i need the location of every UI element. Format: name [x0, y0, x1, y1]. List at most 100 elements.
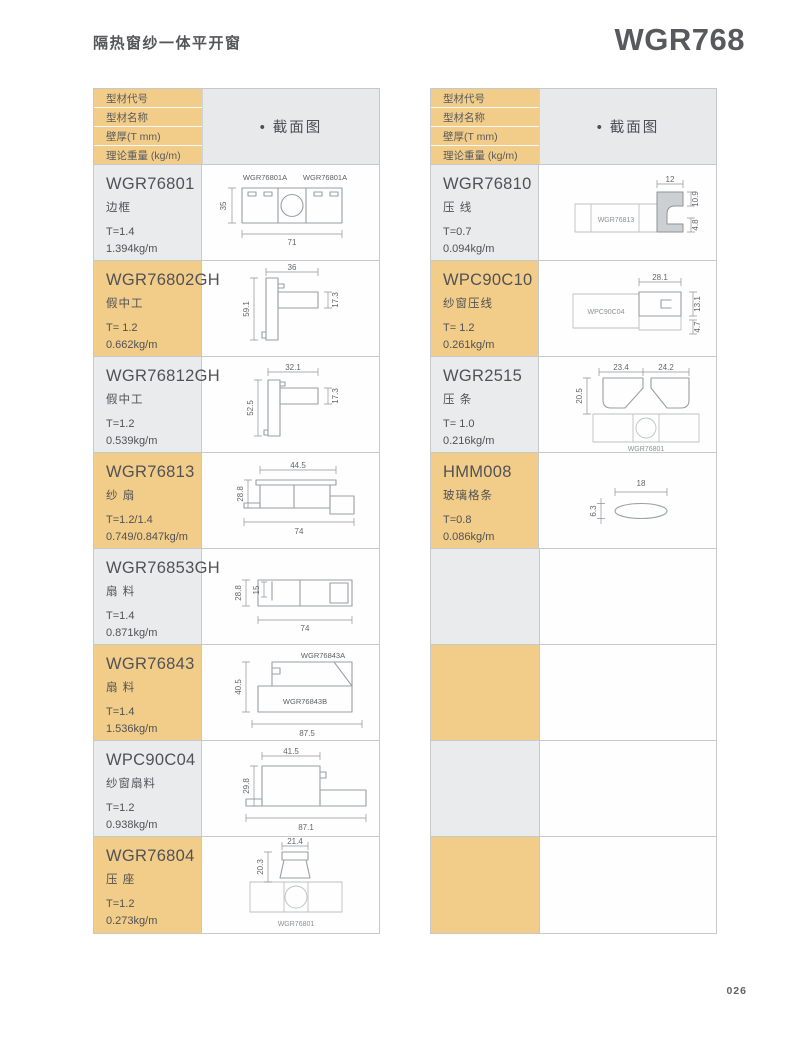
section-diagram-cell: 28.8 15 74	[202, 549, 379, 644]
profile-info-cell: WGR76801 边框 T=1.4 1.394kg/m	[94, 165, 202, 260]
table-row: HMM008 玻璃格条 T=0.8 0.086kg/m 18 6.3	[431, 453, 716, 549]
profile-outline	[243, 478, 355, 515]
header-code: 型材代号	[94, 89, 202, 108]
dimension-lines	[242, 661, 363, 728]
section-diagram: WGR76801A WGR76801A 35 71	[219, 173, 347, 247]
profile-name: 玻璃格条	[443, 490, 493, 502]
section-diagram: WGR76843A WGR76843B 40.5 87.5	[234, 651, 363, 738]
profile-thickness: T= 1.2	[106, 322, 138, 334]
dimension-label: 87.5	[299, 729, 315, 738]
profile-weight: 0.086kg/m	[443, 531, 495, 543]
profile-outline	[638, 290, 682, 317]
profile-info-cell-empty	[431, 837, 540, 933]
section-diagram: WGR76813 12 10.9 4.8	[574, 175, 700, 232]
profile-info-cell: WGR2515 压 条 T= 1.0 0.216kg/m	[431, 357, 539, 452]
diagram-label: WGR76843A	[301, 651, 345, 660]
section-diagram-cell-empty	[540, 741, 716, 836]
profile-weight: 0.273kg/m	[106, 915, 158, 927]
header-section-view: • 截面图	[540, 89, 716, 164]
dimension-label: 23.4	[613, 363, 629, 372]
ghost-outline	[249, 881, 343, 913]
page-title: 隔热窗纱一体平开窗	[93, 35, 242, 52]
dimension-label: 28.8	[234, 584, 243, 600]
profile-code: WGR76802GH	[106, 271, 220, 289]
dimension-label: 41.5	[283, 747, 299, 756]
profile-thickness: T= 1.2	[443, 322, 475, 334]
section-diagram-cell: WGR76843A WGR76843B 40.5 87.5	[202, 645, 379, 740]
ghost-label: WPC90C04	[588, 309, 625, 316]
section-diagram-cell: WGR76801 23.4 24.2 20.5	[539, 357, 716, 453]
series-model-code: WGR768	[614, 22, 745, 57]
header-label-column: 型材代号 型材名称 壁厚(T mm) 理论重量 (kg/m)	[431, 89, 540, 164]
header-thickness: 壁厚(T mm)	[431, 127, 539, 146]
profile-name: 假中工	[106, 394, 144, 406]
section-diagram-cell: WGR76813 12 10.9 4.8	[539, 165, 716, 260]
section-diagram-cell: 18 6.3	[539, 453, 716, 548]
profile-outline	[279, 851, 311, 879]
section-diagram: 41.5 29.8 87.1	[242, 747, 367, 832]
ghost-outline	[592, 413, 700, 442]
profile-code: WGR2515	[443, 367, 523, 385]
profile-weight: 1.394kg/m	[106, 243, 158, 255]
section-diagram: WGR76801 21.4 20.3	[249, 837, 343, 928]
profile-outline	[257, 578, 353, 607]
section-diagram: 28.8 15 74	[234, 578, 353, 633]
dimension-label: 21.4	[287, 837, 303, 846]
page-number: 026	[726, 985, 747, 997]
header-name: 型材名称	[431, 108, 539, 127]
section-diagram-cell: 44.5 28.8 74	[202, 453, 379, 548]
profile-info-cell: WGR76802GH 假中工 T= 1.2 0.662kg/m	[94, 261, 220, 356]
profile-info-cell: WPC90C10 纱窗压线 T= 1.2 0.261kg/m	[431, 261, 539, 356]
dimension-label: 17.3	[331, 387, 340, 403]
dimension-label: 40.5	[234, 678, 243, 694]
profile-name: 压 条	[443, 394, 473, 406]
profile-weight: 0.261kg/m	[443, 339, 495, 351]
table-row-empty	[431, 837, 716, 933]
dimension-lines	[656, 179, 695, 232]
dimension-label: 12	[666, 175, 675, 184]
table-row: WGR76801 边框 T=1.4 1.394kg/m WGR76801A WG…	[94, 165, 379, 261]
table-row: WGR76813 纱 扇 T=1.2/1.4 0.749/0.847kg/m	[94, 453, 379, 549]
profile-code: WPC90C04	[106, 751, 196, 769]
section-diagram-cell: WGR76801 21.4 20.3	[202, 837, 379, 933]
header-weight: 理论重量 (kg/m)	[94, 146, 202, 164]
profile-thickness: T=0.8	[443, 514, 472, 526]
profile-info-cell: WGR76813 纱 扇 T=1.2/1.4 0.749/0.847kg/m	[94, 453, 202, 548]
profile-weight: 0.216kg/m	[443, 435, 495, 447]
dimension-lines	[243, 465, 355, 526]
ghost-label: WGR76801	[628, 446, 665, 453]
dimension-label: 20.3	[256, 859, 265, 875]
profile-code: WPC90C10	[443, 271, 533, 289]
table-header: 型材代号 型材名称 壁厚(T mm) 理论重量 (kg/m) • 截面图	[431, 89, 716, 165]
dimension-label: 17.3	[331, 291, 340, 307]
profile-name: 纱 扇	[106, 490, 136, 502]
profile-info-cell-empty	[431, 549, 540, 644]
table-row: WGR76853GH 扇 料 T=1.4 0.871kg/m	[94, 549, 379, 645]
profile-outline	[261, 276, 319, 341]
dimension-label: 4.8	[691, 218, 700, 230]
profile-outline	[263, 378, 319, 437]
dimension-label: 44.5	[290, 461, 306, 470]
profile-info-cell: WGR76853GH 扇 料 T=1.4 0.871kg/m	[94, 549, 220, 644]
profile-info-cell-empty	[431, 645, 540, 740]
profile-thickness: T=1.2/1.4	[106, 514, 153, 526]
section-diagram: 18 6.3	[589, 479, 668, 524]
dimension-label: 74	[301, 624, 310, 633]
profile-outline	[241, 186, 343, 224]
table-row: WGR76810 压 线 T=0.7 0.094kg/m WGR76813	[431, 165, 716, 261]
dimension-label: 28.1	[652, 273, 668, 282]
section-diagram-cell: 32.1 52.5 17.3	[202, 357, 379, 452]
profile-name: 纱窗压线	[443, 298, 493, 310]
profile-outline	[257, 660, 353, 713]
table-row: WGR2515 压 条 T= 1.0 0.216kg/m WGR76	[431, 357, 716, 453]
dimension-label: 6.3	[589, 504, 598, 516]
profile-name: 边框	[106, 202, 131, 214]
profile-outline	[602, 376, 690, 409]
profile-info-cell: WPC90C04 纱窗扇料 T=1.2 0.938kg/m	[94, 741, 202, 836]
header-section-view: • 截面图	[203, 89, 379, 164]
section-diagram: WPC90C04 28.1 13.1 4.7	[572, 273, 702, 334]
profile-thickness: T=1.4	[106, 706, 135, 718]
profile-code: HMM008	[443, 463, 512, 481]
header-label-column: 型材代号 型材名称 壁厚(T mm) 理论重量 (kg/m)	[94, 89, 203, 164]
table-row-empty	[431, 645, 716, 741]
